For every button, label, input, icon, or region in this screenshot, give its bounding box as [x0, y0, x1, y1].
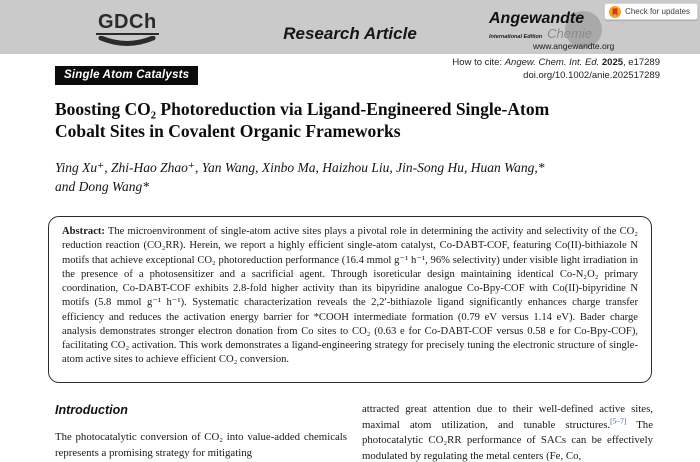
- reference-link[interactable]: [5–7]: [610, 415, 627, 425]
- angewandte-chemie-label: Chemie: [547, 26, 592, 41]
- right-text-2: The photocatalytic CO₂RR performance of …: [362, 418, 653, 462]
- left-column: The photocatalytic conversion of CO₂ int…: [55, 430, 347, 461]
- how-to-cite-line1: How to cite: Angew. Chem. Int. Ed. 2025,…: [452, 57, 660, 70]
- gdch-arc-icon: [98, 36, 156, 46]
- cite-journal: Angew. Chem. Int. Ed.: [504, 57, 602, 68]
- gdch-logo-text: GDCh: [96, 11, 159, 35]
- angewandte-logo: Angewandte International Edition Chemie …: [489, 10, 654, 52]
- angewandte-circle-icon: [565, 11, 602, 48]
- crossmark-icon: [609, 5, 622, 18]
- right-column: attracted great attention due to their w…: [362, 402, 653, 462]
- introduction-heading: Introduction: [55, 403, 128, 417]
- angewandte-url: www.angewandte.org: [533, 41, 615, 51]
- right-text-1: attracted great attention due to their w…: [362, 403, 653, 431]
- cite-issue: , e17289: [623, 57, 660, 68]
- angewandte-edition-label: International Edition: [489, 34, 543, 40]
- angewandte-title: Angewandte: [489, 10, 585, 27]
- article-title: Boosting CO₂ Photoreduction via Ligand-E…: [55, 99, 550, 141]
- abstract-paragraph: Abstract: The microenvironment of single…: [62, 225, 638, 368]
- left-column-paragraph: The photocatalytic conversion of CO₂ int…: [55, 431, 347, 459]
- right-column-paragraph: attracted great attention due to their w…: [362, 402, 653, 462]
- abstract-label: Abstract:: [62, 226, 105, 237]
- header-band: GDCh Research Article Angewandte Interna…: [0, 0, 700, 54]
- check-for-updates-button[interactable]: Check for updates: [604, 3, 698, 20]
- topic-badge: Single Atom Catalysts: [55, 66, 199, 85]
- abstract-text: The microenvironment of single-atom acti…: [62, 226, 638, 366]
- author-list: Ying Xu⁺, Zhi-Hao Zhao⁺, Yan Wang, Xinbo…: [55, 160, 545, 194]
- check-for-updates-label: Check for updates: [625, 7, 690, 16]
- section-banner: Research Article: [283, 24, 417, 43]
- cite-prefix: How to cite:: [452, 57, 505, 68]
- cite-year: 2025: [601, 57, 624, 68]
- abstract-box: Abstract: The microenvironment of single…: [48, 216, 652, 383]
- cite-doi: doi.org/10.1002/anie.202517289: [523, 69, 660, 81]
- how-to-cite: How to cite: Angew. Chem. Int. Ed. 2025,…: [452, 57, 660, 82]
- gdch-logo: GDCh: [96, 12, 159, 47]
